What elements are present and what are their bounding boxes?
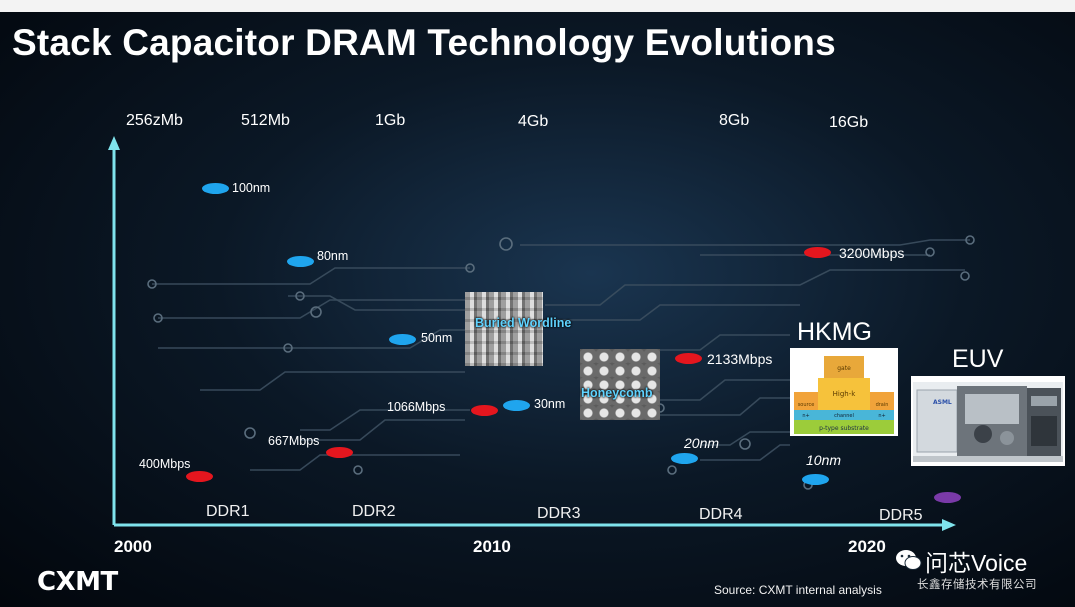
speed-label: 667Mbps bbox=[268, 434, 320, 448]
hkmg-transistor-icon: gate High-k source drain n+ channel n+ p… bbox=[794, 356, 894, 434]
drain-text: drain bbox=[876, 402, 889, 408]
node-label: 100nm bbox=[232, 181, 271, 195]
node-dot bbox=[671, 453, 698, 464]
speed-dot bbox=[675, 353, 702, 364]
cxmt-logo: CXMT bbox=[37, 567, 118, 597]
hkmg-tag: HKMG bbox=[797, 318, 872, 346]
x-axis-arrow bbox=[942, 519, 956, 531]
y-axis-arrow bbox=[108, 136, 120, 150]
capacity-label: 8Gb bbox=[719, 112, 750, 129]
node-label: 50nm bbox=[421, 331, 453, 345]
node-dot bbox=[287, 256, 314, 267]
asml-brand-text: ASML bbox=[933, 399, 952, 406]
source-text: source bbox=[798, 402, 815, 408]
n-plus-text: n+ bbox=[802, 413, 809, 419]
substrate-text: p-type substrate bbox=[819, 425, 869, 432]
speed-dot bbox=[326, 447, 353, 458]
channel-text: channel bbox=[834, 413, 854, 419]
node-label: 20nm bbox=[684, 435, 720, 451]
node-label: 10nm bbox=[806, 452, 842, 468]
ddr-label: DDR2 bbox=[352, 503, 396, 520]
speed-label: 400Mbps bbox=[139, 457, 191, 471]
node-label: 80nm bbox=[317, 249, 349, 263]
speed-label: 1066Mbps bbox=[387, 400, 446, 414]
capacity-label: 512Mb bbox=[241, 112, 290, 129]
speed-dot bbox=[471, 405, 498, 416]
ddr-label: DDR5 bbox=[879, 507, 923, 524]
node-dot bbox=[202, 183, 229, 194]
top-bar bbox=[0, 0, 1075, 12]
node-dot bbox=[503, 400, 530, 411]
ddr-label: DDR4 bbox=[699, 506, 743, 523]
speed-label: 2133Mbps bbox=[707, 351, 773, 367]
node-dot bbox=[389, 334, 416, 345]
source-note: Source: CXMT internal analysis bbox=[714, 583, 882, 597]
honeycomb-image bbox=[580, 349, 660, 420]
speed-dot bbox=[186, 471, 213, 482]
hkmg-diagram: gate High-k source drain n+ channel n+ p… bbox=[790, 348, 898, 436]
euv-machine-icon: ASML bbox=[913, 382, 1063, 462]
speed-label: 3200Mbps bbox=[839, 245, 905, 261]
page-title: Stack Capacitor DRAM Technology Evolutio… bbox=[12, 22, 836, 63]
watermark-company: 长鑫存储技术有限公司 bbox=[917, 579, 1037, 591]
highk-text: High-k bbox=[833, 390, 857, 398]
euv-tag: EUV bbox=[952, 345, 1004, 373]
gate-text: gate bbox=[837, 365, 851, 372]
n-plus-text: n+ bbox=[878, 413, 885, 419]
honeycomb-label: Honeycomb bbox=[581, 386, 653, 400]
node-dot bbox=[802, 474, 829, 485]
speed-dot bbox=[804, 247, 831, 258]
capacity-label: 4Gb bbox=[518, 113, 549, 130]
buried-wordline-image bbox=[465, 292, 543, 366]
year-label: 2000 bbox=[114, 537, 152, 556]
watermark-name: 问芯Voice bbox=[925, 550, 1028, 576]
future-dot bbox=[934, 492, 961, 503]
capacity-label: 16Gb bbox=[829, 114, 869, 131]
capacity-label: 256zMb bbox=[126, 112, 183, 129]
year-label: 2010 bbox=[473, 537, 511, 556]
wechat-icon bbox=[896, 550, 922, 570]
ddr-label: DDR1 bbox=[206, 503, 250, 520]
node-label: 30nm bbox=[534, 397, 566, 411]
euv-machine-image: ASML bbox=[911, 376, 1065, 466]
watermark: 问芯Voice 长鑫存储技术有限公司 bbox=[895, 544, 1075, 596]
buried-wordline-label: Buried Wordline bbox=[475, 316, 572, 330]
capacity-label: 1Gb bbox=[375, 112, 406, 129]
year-label: 2020 bbox=[848, 537, 886, 556]
ddr-label: DDR3 bbox=[537, 505, 581, 522]
